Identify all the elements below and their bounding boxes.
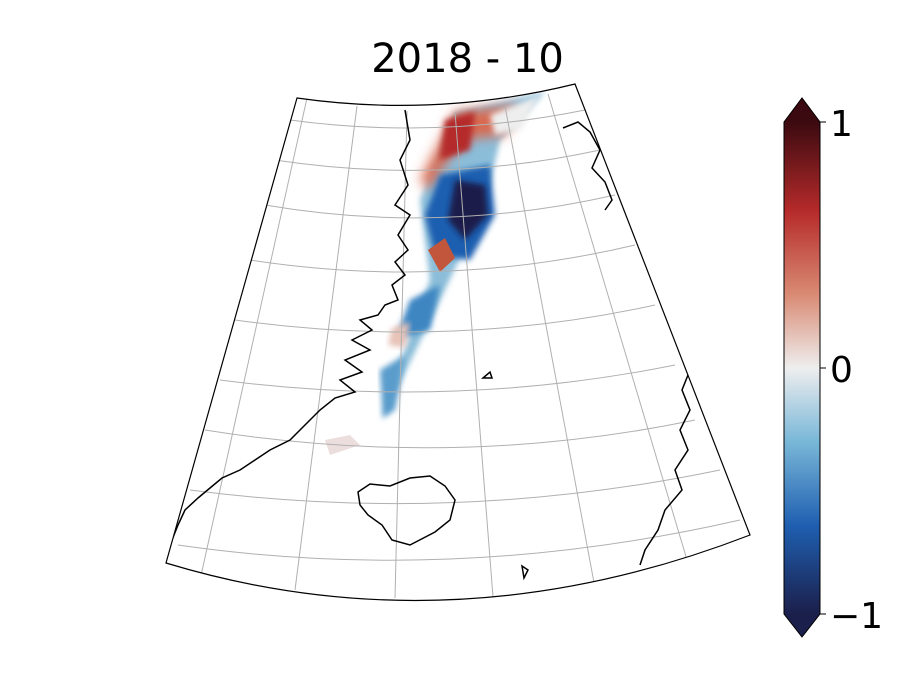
neutral-patch <box>490 95 540 135</box>
faroe-coastline <box>520 564 529 581</box>
coastlines <box>166 109 691 581</box>
anomaly-field <box>325 92 545 455</box>
colorbar-min-extension <box>784 614 820 637</box>
colorbar-tick-zero: 0 <box>830 350 853 391</box>
colorbar-max-extension <box>784 98 820 122</box>
svalbard-coastline <box>562 121 613 211</box>
colorbar: 1 0 −1 <box>783 97 883 638</box>
greenland-coastline <box>166 109 412 561</box>
anomaly-band <box>382 92 545 420</box>
negative-anomaly-core <box>448 180 488 240</box>
colorbar-body <box>784 122 820 614</box>
iceland-coastline <box>357 475 456 546</box>
positive-anomaly-core <box>440 112 475 160</box>
map-area <box>166 84 750 601</box>
colorbar-tick-min: −1 <box>830 596 883 637</box>
map-frame <box>165 83 751 602</box>
norway-coastline <box>639 369 691 566</box>
neutral-anomaly-mid <box>388 322 410 348</box>
map-title: 2018 - 10 <box>371 36 564 82</box>
positive-anomaly-spot <box>428 238 455 272</box>
negative-anomaly-south <box>380 355 405 418</box>
jan-mayen-coastline <box>480 370 494 379</box>
graticule <box>177 93 741 599</box>
colorbar-tick-max: 1 <box>830 104 853 145</box>
